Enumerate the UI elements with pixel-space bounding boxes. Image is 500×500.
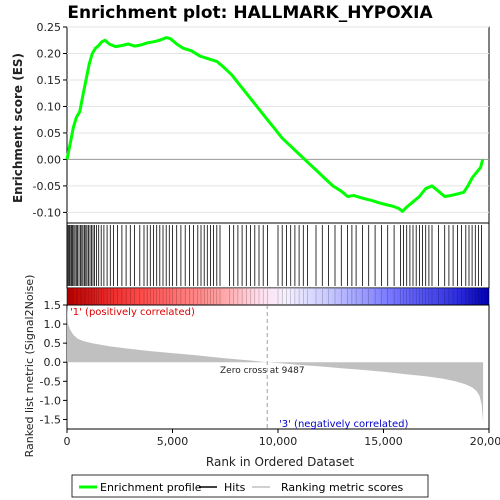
legend-box xyxy=(71,474,429,498)
metric-y-axis-label: Ranked list metric (Signal2Noise) xyxy=(23,275,36,458)
metric-y-tick-label: 1.5 xyxy=(44,299,62,312)
metric-y-tick-label: 0.5 xyxy=(44,337,62,350)
metric-y-tick-label: 1.0 xyxy=(44,318,62,331)
metric-y-axis: 1.5 1.0 0.5 0.0 -0.5 -1.0 -1.5 xyxy=(40,299,67,426)
chart-title: Enrichment plot: HALLMARK_HYPOXIA xyxy=(67,3,433,23)
es-y-tick-label: 0.00 xyxy=(37,153,62,166)
es-y-tick-label: 0.10 xyxy=(37,100,62,113)
x-tick-label: 0 xyxy=(64,435,71,448)
hit-markers xyxy=(67,225,483,286)
legend: Enrichment profile Hits Ranking metric s… xyxy=(71,474,429,498)
zero-cross-label: Zero cross at 9487 xyxy=(220,366,305,376)
es-y-tick-label: -0.05 xyxy=(33,180,61,193)
x-axis-label: Rank in Ordered Dataset xyxy=(206,455,354,469)
metric-panel: 1.5 1.0 0.5 0.0 -0.5 -1.0 -1.5 0 5,000 10,000 15,… xyxy=(23,275,500,469)
ranking-metric-area xyxy=(67,305,484,423)
positive-label: '1' (positively correlated) xyxy=(70,307,195,318)
colorbar-hit-ticks xyxy=(67,289,482,304)
metric-y-tick-label: -1.0 xyxy=(40,394,61,407)
es-y-axis-label: Enrichment score (ES) xyxy=(11,53,25,203)
metric-y-tick-label: -0.5 xyxy=(40,375,61,388)
es-y-tick-label: -0.10 xyxy=(33,206,61,219)
metric-y-tick-label: -1.5 xyxy=(40,413,61,426)
legend-metric-label: Ranking metric scores xyxy=(281,481,403,494)
rank-x-axis: 0 5,000 10,000 15,000 20,000 xyxy=(64,429,500,448)
hits-panel xyxy=(66,222,490,289)
es-y-tick-label: 0.15 xyxy=(37,74,62,87)
legend-hits-label: Hits xyxy=(224,481,246,494)
es-panel: 0.25 0.20 0.15 0.10 0.05 0.00 -0.05 -0.10 Enric… xyxy=(11,21,490,224)
x-tick-label: 15,000 xyxy=(364,435,403,448)
negative-label: '3' (negatively correlated) xyxy=(279,419,408,430)
legend-enrichment-label: Enrichment profile xyxy=(100,481,202,494)
x-tick-label: 20,000 xyxy=(470,435,500,448)
es-y-tick-label: 0.25 xyxy=(37,21,62,34)
metric-y-tick-label: 0.0 xyxy=(44,356,62,369)
es-plot-frame xyxy=(66,26,490,224)
es-y-tick-label: 0.05 xyxy=(37,127,62,140)
x-tick-label: 5,000 xyxy=(157,435,189,448)
es-y-tick-label: 0.20 xyxy=(37,47,62,60)
ranking-colorbar xyxy=(66,287,490,306)
x-tick-label: 10,000 xyxy=(259,435,298,448)
enrichment-profile-line xyxy=(65,36,485,213)
es-y-axis: 0.25 0.20 0.15 0.10 0.05 0.00 -0.05 -0.10 xyxy=(33,21,67,219)
